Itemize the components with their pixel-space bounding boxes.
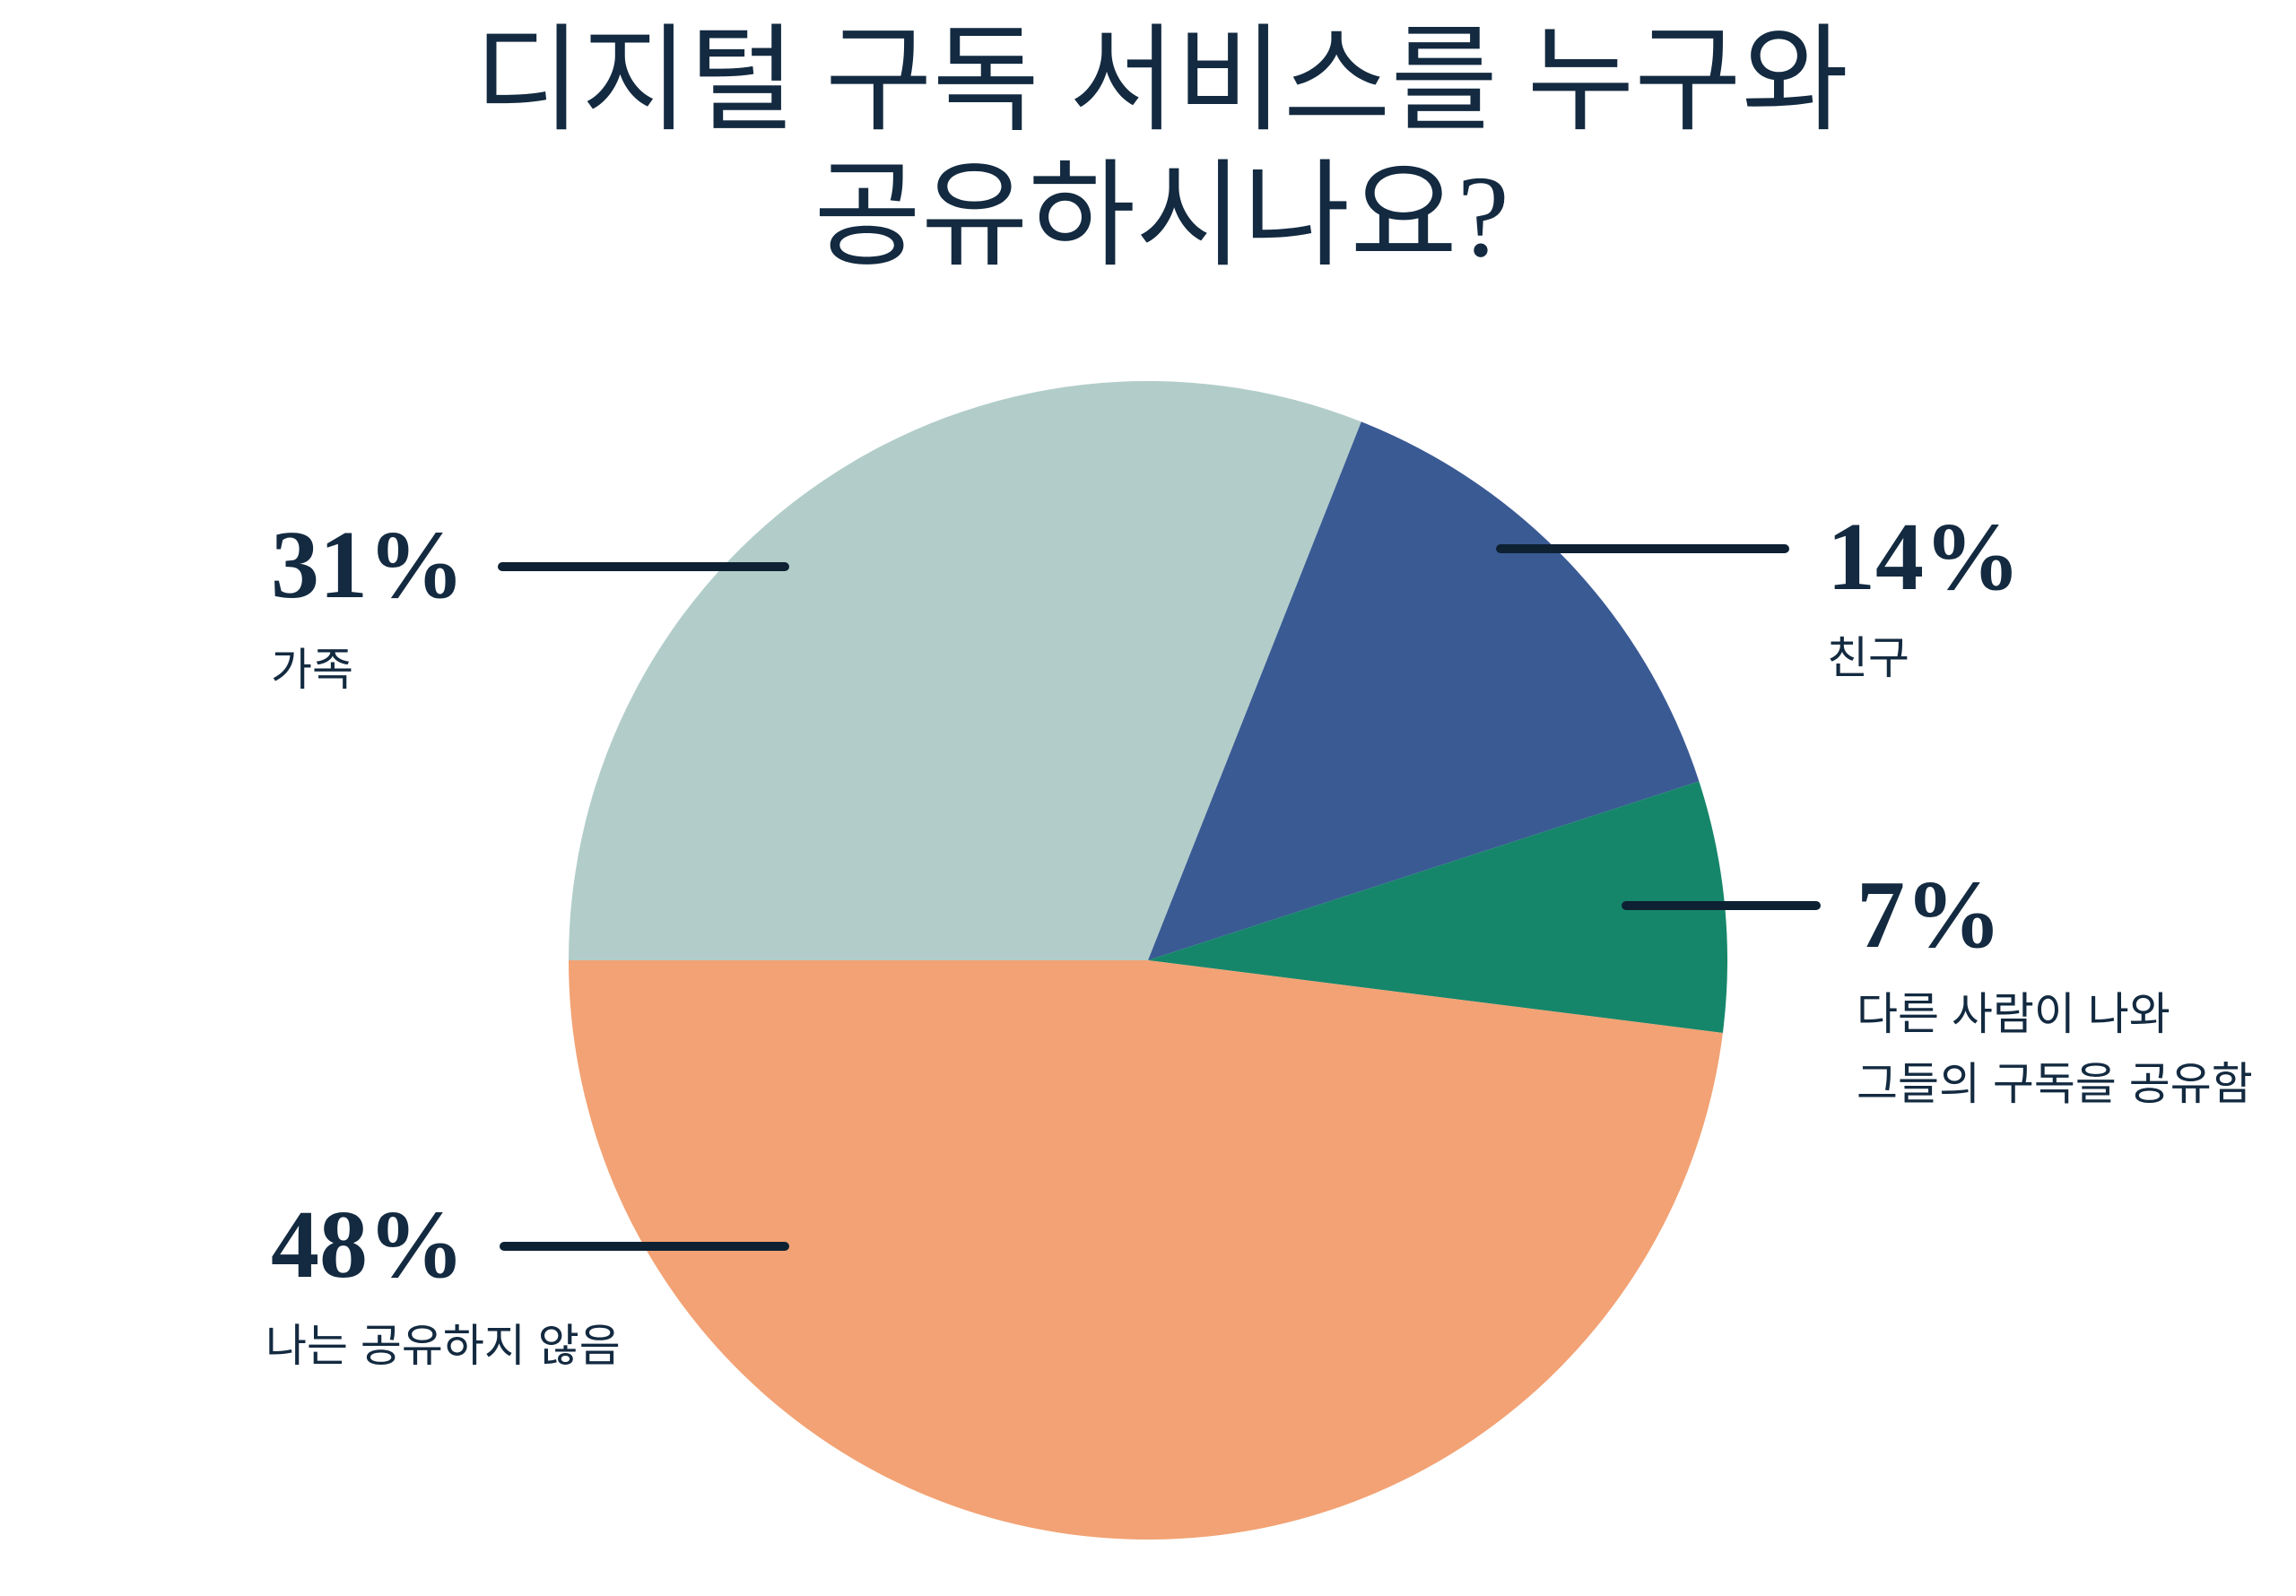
pie-slice-do-not-share: [569, 960, 1723, 1540]
percent-label-family: 31%: [271, 512, 465, 619]
category-label-friends: 친구: [1827, 633, 1909, 683]
chart-title-line-1: 디지털 구독 서비스를 누구와: [474, 17, 1849, 146]
percent-label-others-share-with-me: 7%: [1857, 862, 2002, 968]
category-label-others-share-with-me: 다른 사람이 나와 그들의 구독을 공유함: [1857, 979, 2253, 1119]
category-label-family: 가족: [271, 645, 353, 695]
category-label-others-line-2: 그들의 구독을 공유함: [1857, 1059, 2253, 1109]
percent-label-friends: 14%: [1827, 504, 2021, 611]
chart-title: 디지털 구독 서비스를 누구와 공유하시나요?: [13, 14, 2296, 285]
category-label-others-line-1: 다른 사람이 나와: [1857, 989, 2170, 1039]
pie-slice-others-share-with-me: [1148, 781, 1727, 1033]
percent-label-do-not-share: 48%: [271, 1192, 465, 1298]
leader-line-others-share-with-me: [1622, 901, 1821, 910]
leader-line-family: [498, 562, 789, 571]
pie-slice-friends: [1148, 421, 1700, 960]
leader-line-do-not-share: [500, 1242, 789, 1251]
pie-chart-container: [569, 381, 1727, 1540]
pie-slice-family: [569, 381, 1361, 960]
leader-line-friends: [1496, 544, 1789, 553]
pie-chart: [569, 381, 1727, 1540]
chart-title-line-2: 공유하시나요?: [813, 152, 1509, 282]
category-label-do-not-share: 나는 공유하지 않음: [265, 1321, 621, 1371]
